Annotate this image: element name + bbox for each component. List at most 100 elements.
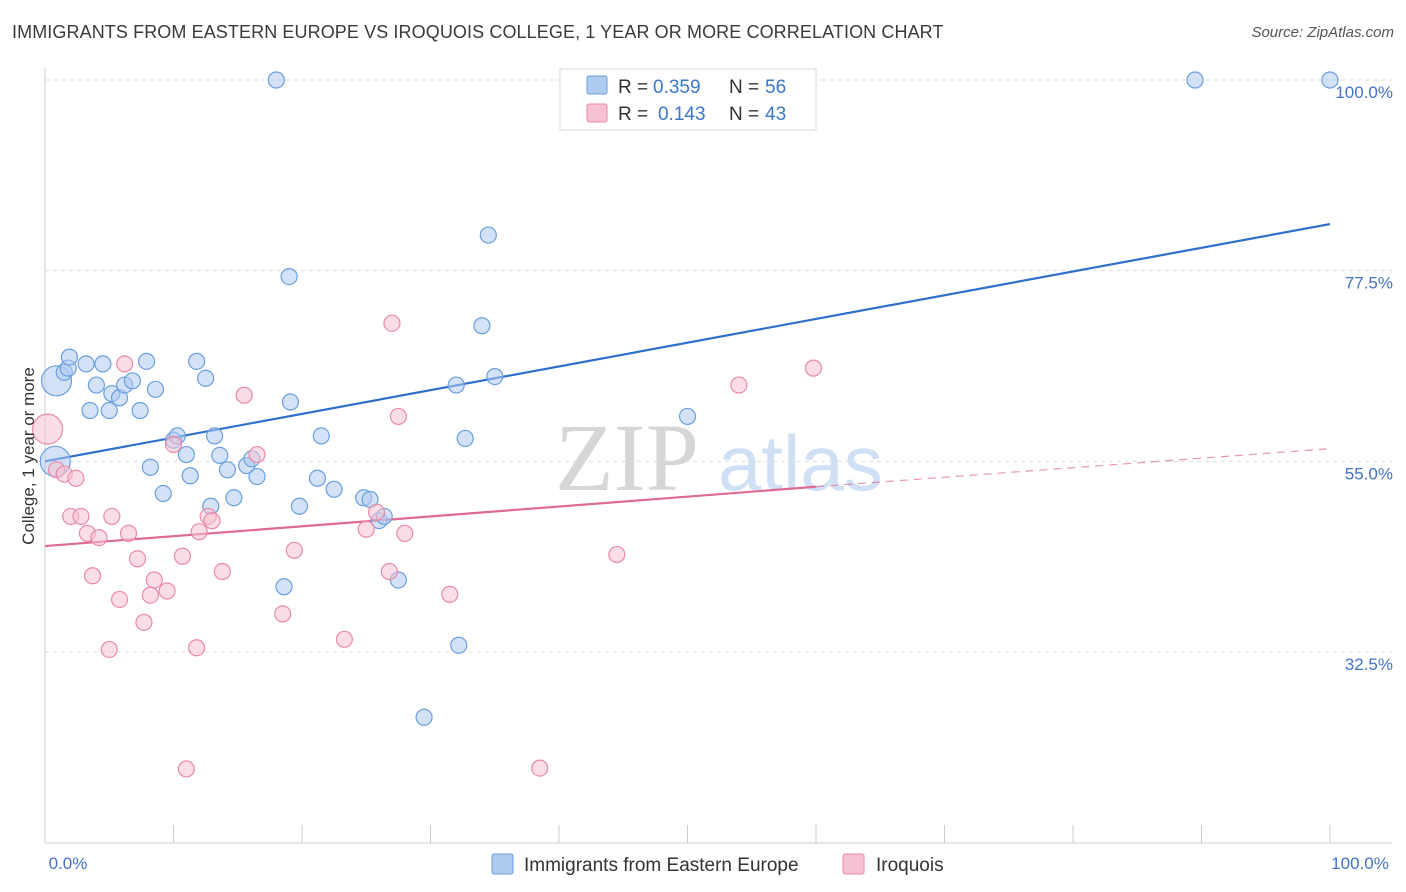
point-eastern-europe (188, 352, 206, 370)
point-iroquois (100, 640, 118, 659)
point-eastern-europe (206, 427, 224, 445)
point-iroquois (389, 407, 407, 426)
point-iroquois (380, 562, 398, 581)
point-iroquois (383, 314, 401, 332)
point-iroquois (145, 571, 163, 589)
trend-lines (44, 222, 1331, 548)
point-eastern-europe (87, 376, 106, 394)
point-iroquois (190, 523, 208, 541)
legend-n-label-1: N = (729, 77, 759, 98)
point-iroquois (357, 520, 375, 538)
stats-legend: R = 0.359 N = 56 R = 0.143 N = 43 (559, 68, 817, 131)
series-legend-swatch-pink (842, 853, 865, 875)
point-iroquois (235, 386, 253, 404)
point-eastern-europe (267, 71, 285, 89)
point-eastern-europe (123, 372, 141, 390)
data-points (31, 71, 1339, 778)
point-eastern-europe (312, 427, 330, 445)
point-iroquois (285, 541, 303, 559)
point-eastern-europe (137, 352, 156, 370)
point-eastern-europe (308, 469, 327, 487)
grid-lines (45, 79, 1392, 653)
point-iroquois (274, 605, 292, 623)
point-iroquois (531, 759, 549, 777)
point-iroquois (110, 590, 129, 609)
trend-line-pink (44, 485, 817, 548)
watermark-atlas: atlas (718, 419, 883, 507)
point-eastern-europe (181, 467, 199, 485)
axis-labels: 32.5% 55.0% 77.5% 100.0% 0.0% 100.0% (49, 83, 1393, 873)
point-iroquois (335, 630, 354, 648)
legend-swatch-blue (586, 75, 608, 95)
point-eastern-europe (1186, 71, 1204, 89)
point-eastern-europe (678, 407, 697, 426)
chart-title: IMMIGRANTS FROM EASTERN EUROPE VS IROQUO… (12, 22, 944, 42)
point-iroquois (128, 550, 147, 568)
legend-r-label-2: R = (618, 104, 648, 125)
point-iroquois (67, 469, 85, 487)
point-eastern-europe (94, 355, 112, 373)
series-legend-label-blue: Immigrants from Eastern Europe (524, 855, 799, 876)
point-eastern-europe (415, 708, 433, 726)
series-legend-label-pink: Iroquois (876, 855, 944, 876)
point-eastern-europe (60, 348, 79, 366)
y-axis-label: College, 1 year or more (19, 367, 38, 545)
watermark-zip: ZIP (555, 404, 699, 511)
point-eastern-europe (280, 267, 298, 286)
point-iroquois (164, 435, 183, 453)
point-eastern-europe (177, 445, 195, 464)
point-iroquois (203, 512, 221, 530)
point-iroquois (103, 507, 121, 526)
point-eastern-europe (479, 226, 497, 244)
point-iroquois (90, 528, 108, 547)
point-eastern-europe (81, 401, 99, 420)
point-iroquois (177, 760, 195, 778)
point-eastern-europe (486, 367, 504, 386)
y-tick-label: 32.5% (1345, 655, 1393, 674)
point-eastern-europe (456, 429, 474, 448)
trend-line-blue (44, 222, 1331, 463)
legend-n-value-1: 56 (765, 77, 786, 98)
y-tick-label: 100.0% (1335, 83, 1393, 102)
point-eastern-europe (211, 446, 229, 465)
point-iroquois (213, 562, 231, 581)
legend-r-label-1: R = (618, 77, 648, 98)
point-eastern-europe (281, 393, 300, 411)
legend-n-label-2: N = (729, 104, 759, 125)
point-eastern-europe (218, 461, 237, 479)
y-tick-label: 77.5% (1345, 274, 1393, 293)
point-eastern-europe (197, 369, 215, 387)
legend-swatch-pink (586, 103, 608, 123)
point-eastern-europe (141, 458, 159, 476)
point-iroquois (31, 413, 64, 445)
point-iroquois (158, 582, 176, 600)
point-eastern-europe (290, 497, 309, 515)
point-iroquois (135, 613, 153, 631)
point-iroquois (804, 359, 823, 377)
legend-n-value-2: 43 (765, 104, 786, 125)
x-tick-label-max: 100.0% (1331, 854, 1389, 873)
point-eastern-europe (473, 317, 491, 335)
point-eastern-europe (447, 376, 465, 394)
point-iroquois (367, 503, 386, 521)
point-iroquois (441, 585, 459, 603)
source-label: Source: ZipAtlas.com (1251, 24, 1394, 41)
point-iroquois (116, 355, 134, 373)
point-eastern-europe (225, 489, 243, 507)
legend-r-value-1: 0.359 (653, 77, 701, 98)
point-iroquois (72, 507, 90, 526)
point-eastern-europe (154, 484, 172, 503)
point-iroquois (608, 545, 626, 564)
x-tick-label-min: 0.0% (49, 854, 88, 873)
point-eastern-europe (248, 467, 266, 486)
point-iroquois (173, 547, 192, 565)
point-iroquois (248, 445, 266, 464)
y-tick-label: 55.0% (1345, 464, 1393, 483)
point-eastern-europe (131, 401, 149, 420)
series-legend-swatch-blue (491, 853, 514, 875)
point-iroquois (188, 639, 206, 657)
point-eastern-europe (325, 480, 343, 498)
point-iroquois (83, 567, 102, 585)
point-eastern-europe (100, 401, 118, 420)
